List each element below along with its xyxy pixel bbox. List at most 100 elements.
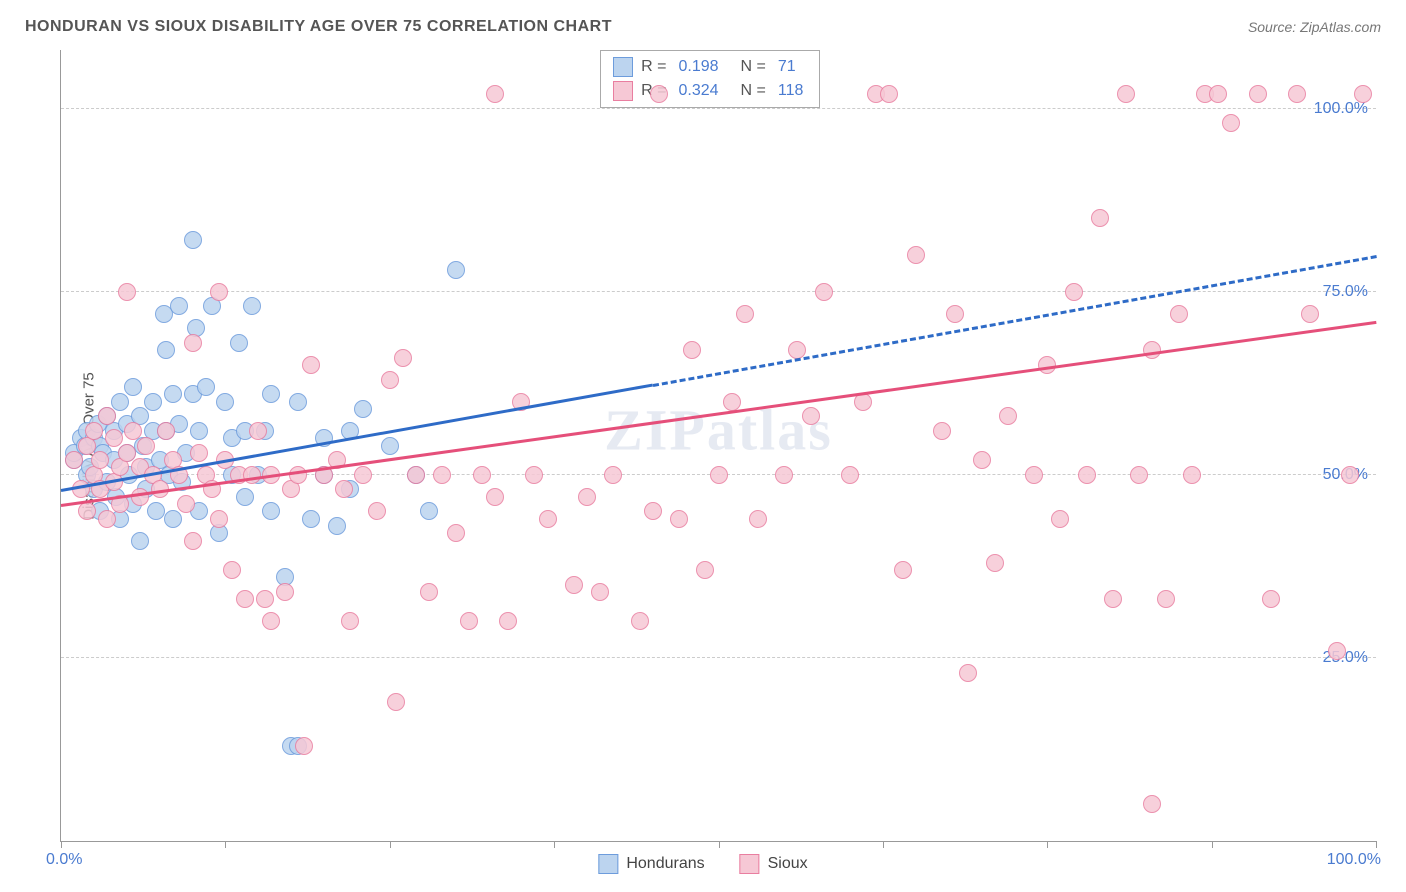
scatter-point [354, 400, 372, 418]
scatter-point [184, 231, 202, 249]
scatter-point [1209, 85, 1227, 103]
scatter-point [1183, 466, 1201, 484]
scatter-point [447, 524, 465, 542]
scatter-point [407, 466, 425, 484]
scatter-point [959, 664, 977, 682]
scatter-point [157, 422, 175, 440]
scatter-point [184, 334, 202, 352]
plot-outer: Disability Age Over 75 ZIPatlas R =0.198… [60, 50, 1376, 842]
scatter-point [604, 466, 622, 484]
scatter-point [933, 422, 951, 440]
scatter-point [147, 502, 165, 520]
chart-title: HONDURAN VS SIOUX DISABILITY AGE OVER 75… [25, 18, 612, 36]
scatter-point [1354, 85, 1372, 103]
scatter-point [644, 502, 662, 520]
scatter-point [236, 590, 254, 608]
y-tick-label: 75.0% [1323, 283, 1368, 301]
scatter-point [696, 561, 714, 579]
gridline [61, 657, 1376, 658]
legend-swatch [740, 854, 760, 874]
scatter-point [670, 510, 688, 528]
scatter-point [289, 393, 307, 411]
plot-area: ZIPatlas R =0.198N =71R =0.324N =118 0.0… [60, 50, 1376, 842]
scatter-point [539, 510, 557, 528]
gridline [61, 108, 1376, 109]
scatter-point [710, 466, 728, 484]
scatter-point [381, 437, 399, 455]
scatter-point [170, 297, 188, 315]
scatter-point [164, 510, 182, 528]
legend-swatch [613, 57, 633, 77]
stat-n-value: 118 [774, 79, 808, 103]
scatter-point [157, 341, 175, 359]
scatter-point [368, 502, 386, 520]
scatter-point [243, 297, 261, 315]
x-tick [1212, 841, 1213, 848]
scatter-point [723, 393, 741, 411]
scatter-point [118, 283, 136, 301]
legend-swatch [613, 81, 633, 101]
scatter-point [91, 451, 109, 469]
scatter-point [1328, 642, 1346, 660]
scatter-point [815, 283, 833, 301]
scatter-point [1025, 466, 1043, 484]
bottom-legend: Hondurans Sioux [598, 854, 807, 874]
scatter-point [118, 444, 136, 462]
scatter-point [433, 466, 451, 484]
title-bar: HONDURAN VS SIOUX DISABILITY AGE OVER 75… [25, 18, 1381, 36]
scatter-point [1301, 305, 1319, 323]
scatter-point [420, 502, 438, 520]
legend-label: Sioux [768, 855, 808, 873]
scatter-point [262, 612, 280, 630]
legend-item: Hondurans [598, 854, 704, 874]
scatter-point [591, 583, 609, 601]
scatter-point [216, 393, 234, 411]
scatter-point [1143, 795, 1161, 813]
scatter-point [302, 356, 320, 374]
scatter-point [473, 466, 491, 484]
scatter-point [387, 693, 405, 711]
scatter-point [447, 261, 465, 279]
scatter-point [1288, 85, 1306, 103]
scatter-point [256, 590, 274, 608]
scatter-point [354, 466, 372, 484]
scatter-point [736, 305, 754, 323]
scatter-point [335, 480, 353, 498]
scatter-point [302, 510, 320, 528]
x-tick [554, 841, 555, 848]
scatter-point [65, 451, 83, 469]
scatter-point [137, 437, 155, 455]
legend-swatch [598, 854, 618, 874]
scatter-point [650, 85, 668, 103]
stat-row: R =0.198N =71 [613, 55, 807, 79]
scatter-point [802, 407, 820, 425]
scatter-point [210, 283, 228, 301]
scatter-point [973, 451, 991, 469]
scatter-point [236, 488, 254, 506]
scatter-point [341, 612, 359, 630]
scatter-point [124, 422, 142, 440]
scatter-point [105, 429, 123, 447]
scatter-point [184, 532, 202, 550]
scatter-point [111, 393, 129, 411]
x-axis-max-label: 100.0% [1327, 851, 1381, 869]
scatter-point [1065, 283, 1083, 301]
scatter-point [98, 407, 116, 425]
scatter-point [1051, 510, 1069, 528]
x-axis-min-label: 0.0% [46, 851, 82, 869]
scatter-point [578, 488, 596, 506]
stat-n-label: N = [741, 79, 766, 103]
scatter-point [841, 466, 859, 484]
scatter-point [85, 422, 103, 440]
x-tick [390, 841, 391, 848]
scatter-point [177, 495, 195, 513]
chart-container: HONDURAN VS SIOUX DISABILITY AGE OVER 75… [0, 0, 1406, 892]
scatter-point [907, 246, 925, 264]
x-tick [1047, 841, 1048, 848]
scatter-point [1249, 85, 1267, 103]
scatter-point [78, 502, 96, 520]
stat-n-label: N = [741, 55, 766, 79]
scatter-point [210, 510, 228, 528]
scatter-point [262, 385, 280, 403]
scatter-point [775, 466, 793, 484]
